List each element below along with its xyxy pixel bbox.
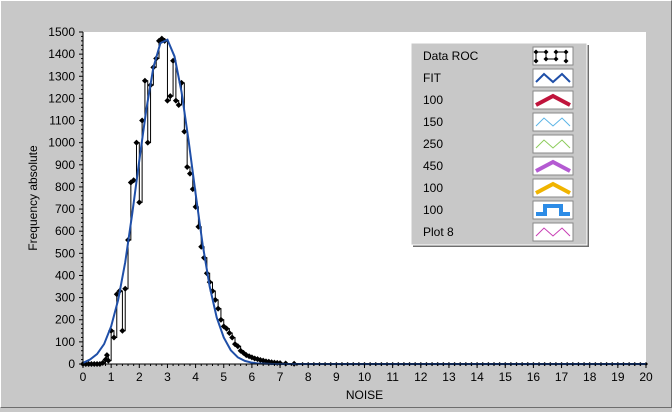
y-tick-label: 1500 <box>48 25 75 39</box>
legend-swatch-line <box>535 159 571 173</box>
x-tick-label: 15 <box>499 370 513 384</box>
legend-swatch <box>532 222 574 242</box>
x-tick-label: 2 <box>136 370 143 384</box>
x-tick-label: 6 <box>249 370 256 384</box>
data-roc-point <box>130 177 137 184</box>
legend-swatch <box>532 90 574 110</box>
legend-swatch-marker <box>553 49 559 55</box>
y-tick-label: 900 <box>55 158 75 172</box>
x-tick-label: 20 <box>639 370 653 384</box>
legend-label: 250 <box>423 137 443 151</box>
y-tick-label: 1400 <box>48 47 75 61</box>
legend-label: 450 <box>423 159 443 173</box>
y-axis-label: Frequency absolute <box>26 145 40 251</box>
y-tick-label: 100 <box>55 335 75 349</box>
x-axis-label: NOISE <box>346 388 383 402</box>
data-roc-point <box>105 357 112 364</box>
data-roc-point <box>133 139 140 146</box>
legend-swatch-marker <box>533 49 539 55</box>
x-tick-label: 1 <box>108 370 115 384</box>
data-roc-point <box>175 102 182 109</box>
x-tick-label: 0 <box>80 370 87 384</box>
y-tick-label: 400 <box>55 268 75 282</box>
y-tick-label: 1200 <box>48 91 75 105</box>
data-roc-point <box>110 334 117 341</box>
x-tick-label: 11 <box>386 370 399 384</box>
legend-swatch-marker <box>533 58 539 64</box>
y-tick-label: 700 <box>55 202 75 216</box>
y-tick-label: 0 <box>68 357 75 371</box>
x-tick-label: 14 <box>470 370 484 384</box>
data-roc-point <box>172 97 179 104</box>
data-roc-point <box>164 97 171 104</box>
legend-swatch <box>532 112 574 132</box>
legend: Data ROC FIT 100 150 250 450 100 100 Plot 8 <box>410 42 589 247</box>
legend-swatch <box>532 68 574 88</box>
legend-swatch-marker <box>543 49 549 55</box>
x-tick-label: 17 <box>555 370 569 384</box>
data-roc-point <box>234 343 241 350</box>
legend-label: Plot 8 <box>423 225 454 239</box>
axes: 0 1 2 3 4 5 6 7 8 9 10 11 12 13 14 15 16 17 18 19 2001002003… <box>48 25 653 384</box>
legend-label: Data ROC <box>423 49 479 63</box>
x-tick-label: 8 <box>305 370 312 384</box>
legend-label: FIT <box>423 71 442 85</box>
legend-swatch-line <box>536 204 570 216</box>
legend-label: 100 <box>423 93 443 107</box>
data-roc-point <box>215 305 222 312</box>
data-roc-point <box>144 139 151 146</box>
x-tick-label: 18 <box>583 370 597 384</box>
data-roc-point <box>181 128 188 135</box>
legend-swatch-line <box>535 72 571 84</box>
legend-label: 100 <box>423 203 443 217</box>
data-roc-point <box>229 334 236 341</box>
data-roc-point <box>103 352 110 359</box>
legend-swatch-line <box>535 227 571 237</box>
data-roc-point <box>186 170 193 177</box>
data-roc-point <box>226 330 233 337</box>
x-tick-label: 3 <box>164 370 171 384</box>
x-tick-label: 19 <box>611 370 625 384</box>
x-tick-label: 9 <box>333 370 340 384</box>
data-roc-point <box>119 327 126 334</box>
data-roc-point <box>122 285 129 292</box>
legend-swatch-marker <box>543 56 549 62</box>
legend-swatch <box>532 200 574 220</box>
y-tick-label: 600 <box>55 224 75 238</box>
x-tick-label: 12 <box>414 370 428 384</box>
legend-swatch <box>532 178 574 198</box>
legend-swatch <box>532 156 574 176</box>
legend-swatch-line <box>535 93 571 107</box>
x-tick-label: 5 <box>220 370 227 384</box>
y-tick-label: 1000 <box>48 136 75 150</box>
y-tick-label: 1100 <box>49 114 75 128</box>
y-tick-label: 200 <box>55 313 75 327</box>
data-roc-point <box>167 93 174 100</box>
legend-swatch <box>532 134 574 154</box>
data-roc-point <box>141 77 148 84</box>
legend-swatch-line <box>535 139 571 149</box>
data-roc-point <box>184 164 191 171</box>
x-tick-label: 16 <box>527 370 541 384</box>
legend-swatch-marker <box>563 49 569 55</box>
legend-swatch-marker <box>553 56 559 62</box>
x-tick-label: 10 <box>358 370 372 384</box>
legend-swatch-marker <box>563 58 569 64</box>
y-tick-label: 300 <box>55 291 75 305</box>
data-roc-point <box>217 316 224 323</box>
data-roc-point <box>136 199 143 206</box>
x-tick-label: 7 <box>277 370 284 384</box>
x-tick-label: 4 <box>192 370 199 384</box>
data-roc-point <box>223 325 230 332</box>
legend-label: 150 <box>423 115 443 129</box>
y-tick-label: 500 <box>55 246 75 260</box>
y-tick-label: 1300 <box>48 69 75 83</box>
legend-swatch-line <box>535 181 571 195</box>
legend-swatch-line <box>535 117 571 127</box>
y-tick-label: 800 <box>55 180 75 194</box>
x-tick-label: 13 <box>442 370 456 384</box>
legend-label: 100 <box>423 181 443 195</box>
